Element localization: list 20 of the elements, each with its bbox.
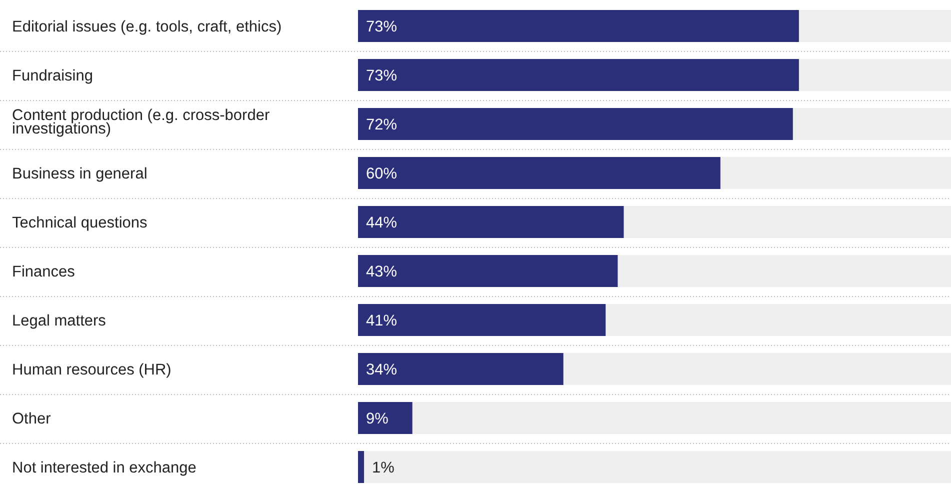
data-label: 44% bbox=[366, 214, 398, 232]
data-label: 1% bbox=[372, 459, 395, 476]
data-label: 72% bbox=[366, 116, 398, 134]
y-tick-label: Finances bbox=[12, 263, 76, 280]
data-label: 41% bbox=[366, 312, 398, 330]
data-label: 9% bbox=[366, 410, 389, 428]
y-tick-label: Business in general bbox=[12, 165, 148, 182]
y-tick-label: Fundraising bbox=[12, 67, 93, 84]
y-tick-label: Editorial issues (e.g. tools, craft, ethics) bbox=[12, 18, 282, 36]
y-tick-label: Other bbox=[12, 410, 51, 428]
data-label: 73% bbox=[366, 67, 398, 84]
y-tick-label: Legal matters bbox=[12, 312, 106, 330]
data-label: 60% bbox=[366, 165, 398, 182]
data-label: 34% bbox=[366, 361, 398, 378]
y-tick-label: Content production (e.g. cross-border investigations) bbox=[12, 106, 270, 138]
y-tick-label: Technical questions bbox=[12, 214, 148, 232]
y-tick-label: Not interested in exchange bbox=[12, 459, 196, 476]
y-tick-label: Human resources (HR) bbox=[12, 361, 172, 378]
data-label: 43% bbox=[366, 263, 398, 280]
data-label: 73% bbox=[366, 18, 398, 36]
